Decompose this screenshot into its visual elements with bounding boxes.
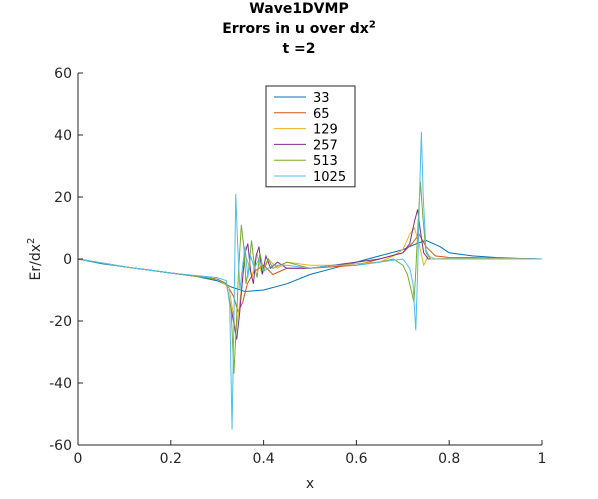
y-tick-label: -60 — [49, 438, 72, 454]
series-line-129 — [78, 226, 542, 334]
legend-label-1025: 1025 — [313, 170, 346, 185]
y-axis-label: Er/dx2 — [26, 238, 44, 281]
legend-label-257: 257 — [313, 138, 338, 153]
y-tick-label: 60 — [54, 66, 72, 82]
x-tick-label: 0.2 — [160, 451, 182, 467]
legend-label-33: 33 — [313, 91, 330, 106]
chart-title-line-2: Errors in u over dx2 — [0, 19, 598, 37]
y-tick-label: 0 — [63, 252, 72, 268]
y-axis-label-text: Er/dx — [28, 244, 44, 281]
x-tick-label: 0 — [74, 451, 83, 467]
legend-box — [265, 85, 356, 188]
chart-title-line-3: t =2 — [282, 41, 316, 57]
axes-layer: 0 0.2 0.4 0.6 0.8 1 60 40 20 0 -20 -40 -60 — [49, 66, 546, 467]
x-axis-label: x — [306, 476, 314, 492]
series-layer — [78, 131, 542, 430]
series-line-513 — [78, 181, 542, 374]
x-tick-label: 0.6 — [345, 451, 367, 467]
y-tick-label: -40 — [49, 376, 72, 392]
chart-title-line-2-text: Errors in u over dx — [222, 21, 369, 37]
y-tick-label: 20 — [54, 190, 72, 206]
series-line-1025 — [78, 131, 542, 430]
chart-title-line-1: Wave1DVMP — [249, 1, 349, 17]
chart-title-superscript: 2 — [368, 19, 376, 31]
y-axis-label-superscript: 2 — [26, 238, 37, 244]
series-line-65 — [78, 233, 542, 314]
legend-label-65: 65 — [313, 107, 330, 122]
x-tick-label: 0.8 — [438, 451, 460, 467]
y-tick-label: -20 — [49, 314, 72, 330]
x-tick-label: 0.4 — [252, 451, 274, 467]
y-tick-label: 40 — [54, 128, 72, 144]
x-tick-label: 1 — [538, 451, 547, 467]
legend-label-129: 129 — [313, 123, 338, 138]
series-line-33 — [78, 239, 542, 293]
legend-label-513: 513 — [313, 154, 338, 169]
y-axis-label-group: Er/dx2 — [26, 238, 44, 281]
